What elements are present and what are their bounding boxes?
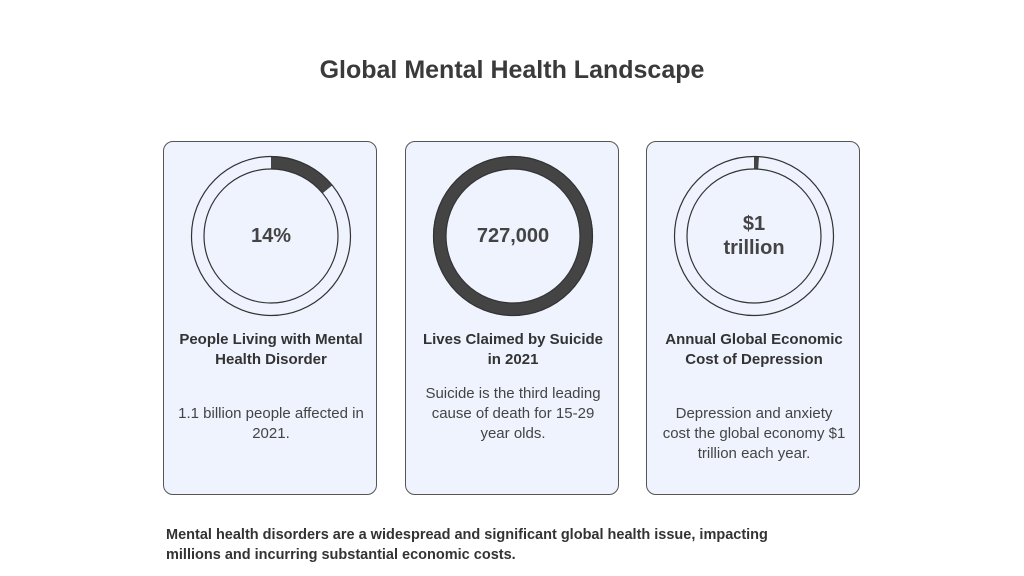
- progress-ring: [190, 155, 352, 317]
- progress-ring: [673, 155, 835, 317]
- card-mental-health-disorder: 14% People Living with Mental Health Dis…: [163, 141, 377, 495]
- card-description: 1.1 billion people affected in 2021.: [178, 405, 364, 442]
- ring-outer-border: [673, 155, 835, 317]
- card-suicide: 727,000 Lives Claimed by Suicide in 2021…: [405, 141, 619, 495]
- page-title: Global Mental Health Landscape: [319, 56, 705, 84]
- card-economic-cost: $1 trillion Annual Global Economic Cost …: [646, 141, 860, 495]
- ring-outer-border: [432, 155, 594, 317]
- ring-outer-border: [190, 155, 352, 317]
- card-description: Suicide is the third leading cause of de…: [425, 385, 601, 442]
- ring-fill: [270, 156, 333, 194]
- ring-inner-border: [445, 168, 581, 304]
- card-heading: Lives Claimed by Suicide in 2021: [422, 331, 604, 368]
- card-heading: Annual Global Economic Cost of Depressio…: [665, 331, 843, 368]
- ring-inner-border: [686, 168, 822, 304]
- summary-text: Mental health disorders are a widespread…: [166, 527, 768, 563]
- ring-inner-border: [203, 168, 339, 304]
- ring-fill: [433, 156, 593, 316]
- stat-value: 727,000: [476, 225, 550, 247]
- card-description: Depression and anxiety cost the global e…: [662, 405, 846, 462]
- card-heading: People Living with Mental Health Disorde…: [179, 331, 363, 368]
- stat-value: 14%: [250, 225, 292, 247]
- stat-value: $1 trillion: [723, 213, 785, 259]
- progress-ring: [432, 155, 594, 317]
